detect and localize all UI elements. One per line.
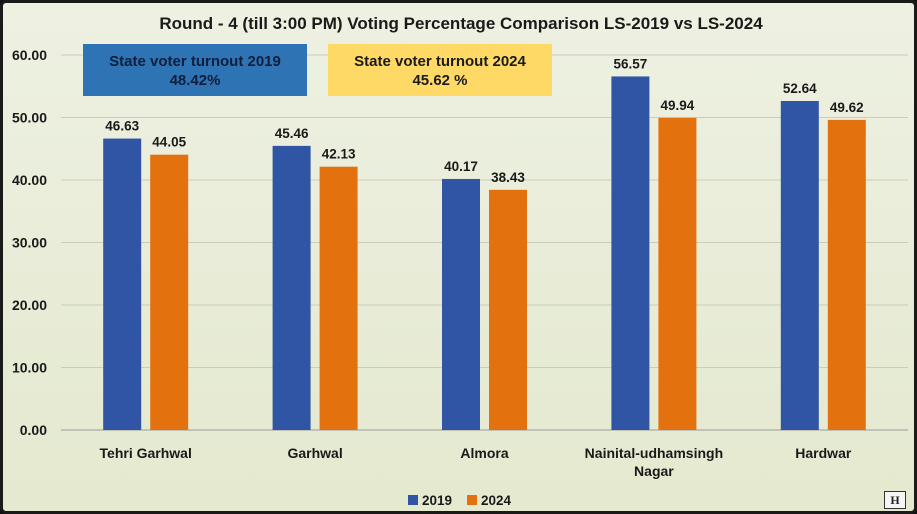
gridlines bbox=[61, 54, 908, 431]
data-label-2019: 46.63 bbox=[105, 119, 139, 134]
y-tick-label: 30.00 bbox=[12, 235, 47, 251]
x-category-label: Hardwar bbox=[795, 445, 852, 461]
bar-chart: Round - 4 (till 3:00 PM) Voting Percenta… bbox=[12, 14, 908, 508]
x-category-label: Almora bbox=[460, 445, 508, 461]
bar-2024 bbox=[150, 154, 189, 430]
turnout-2024-label: State voter turnout 2024 bbox=[354, 53, 526, 70]
bar-2019 bbox=[272, 145, 311, 430]
data-label-2024: 49.94 bbox=[661, 98, 695, 113]
y-axis: 0.00 10.00 20.00 30.00 40.00 50.00 60.00 bbox=[12, 47, 47, 438]
y-tick-label: 20.00 bbox=[12, 297, 47, 313]
data-label-2024: 49.62 bbox=[830, 100, 864, 115]
data-label-2024: 42.13 bbox=[322, 147, 356, 162]
legend-swatch-2024 bbox=[467, 495, 477, 505]
data-label-2024: 38.43 bbox=[491, 170, 525, 185]
data-label-2019: 52.64 bbox=[783, 81, 817, 96]
turnout-2024-box: State voter turnout 2024 45.62 % bbox=[328, 44, 552, 96]
y-tick-label: 40.00 bbox=[12, 172, 47, 188]
bar-2024 bbox=[827, 119, 866, 430]
turnout-2024-value: 45.62 % bbox=[412, 72, 468, 89]
x-category-label: Garhwal bbox=[287, 445, 342, 461]
turnout-2019-label: State voter turnout 2019 bbox=[109, 53, 281, 70]
legend: 2019 2024 bbox=[408, 493, 512, 508]
x-category-label: Nagar bbox=[634, 463, 674, 479]
data-label-2019: 40.17 bbox=[444, 159, 478, 174]
data-labels: 46.63 44.05 45.46 42.13 40.17 38.43 56.57 49.94… bbox=[105, 56, 863, 184]
data-label-2024: 44.05 bbox=[152, 135, 186, 150]
data-label-2019: 45.46 bbox=[275, 126, 309, 141]
legend-label-2019: 2019 bbox=[422, 493, 452, 508]
bar-2019 bbox=[611, 76, 650, 430]
bar-2019 bbox=[442, 178, 480, 430]
x-category-label: Nainital-udhamsingh bbox=[585, 445, 723, 461]
bar-2024 bbox=[489, 189, 527, 430]
x-category-label: Tehri Garhwal bbox=[100, 445, 192, 461]
chart-title: Round - 4 (till 3:00 PM) Voting Percenta… bbox=[159, 14, 763, 33]
y-tick-label: 50.00 bbox=[12, 110, 47, 126]
bar-2019 bbox=[103, 138, 142, 430]
x-axis-categories: Tehri Garhwal Garhwal Almora Nainital-udham… bbox=[100, 445, 852, 479]
turnout-2019-value: 48.42% bbox=[169, 72, 221, 89]
y-tick-label: 10.00 bbox=[12, 360, 47, 376]
data-label-2019: 56.57 bbox=[614, 56, 648, 71]
y-tick-label: 60.00 bbox=[12, 47, 47, 63]
y-tick-label: 0.00 bbox=[20, 422, 47, 438]
bar-2024 bbox=[319, 166, 358, 430]
legend-swatch-2019 bbox=[408, 495, 418, 505]
turnout-2019-box: State voter turnout 2019 48.42% bbox=[83, 44, 307, 96]
bar-2024 bbox=[658, 117, 697, 430]
bar-2019 bbox=[780, 101, 819, 430]
bars bbox=[103, 76, 866, 430]
watermark-logo: H bbox=[884, 491, 906, 509]
legend-label-2024: 2024 bbox=[481, 493, 512, 508]
